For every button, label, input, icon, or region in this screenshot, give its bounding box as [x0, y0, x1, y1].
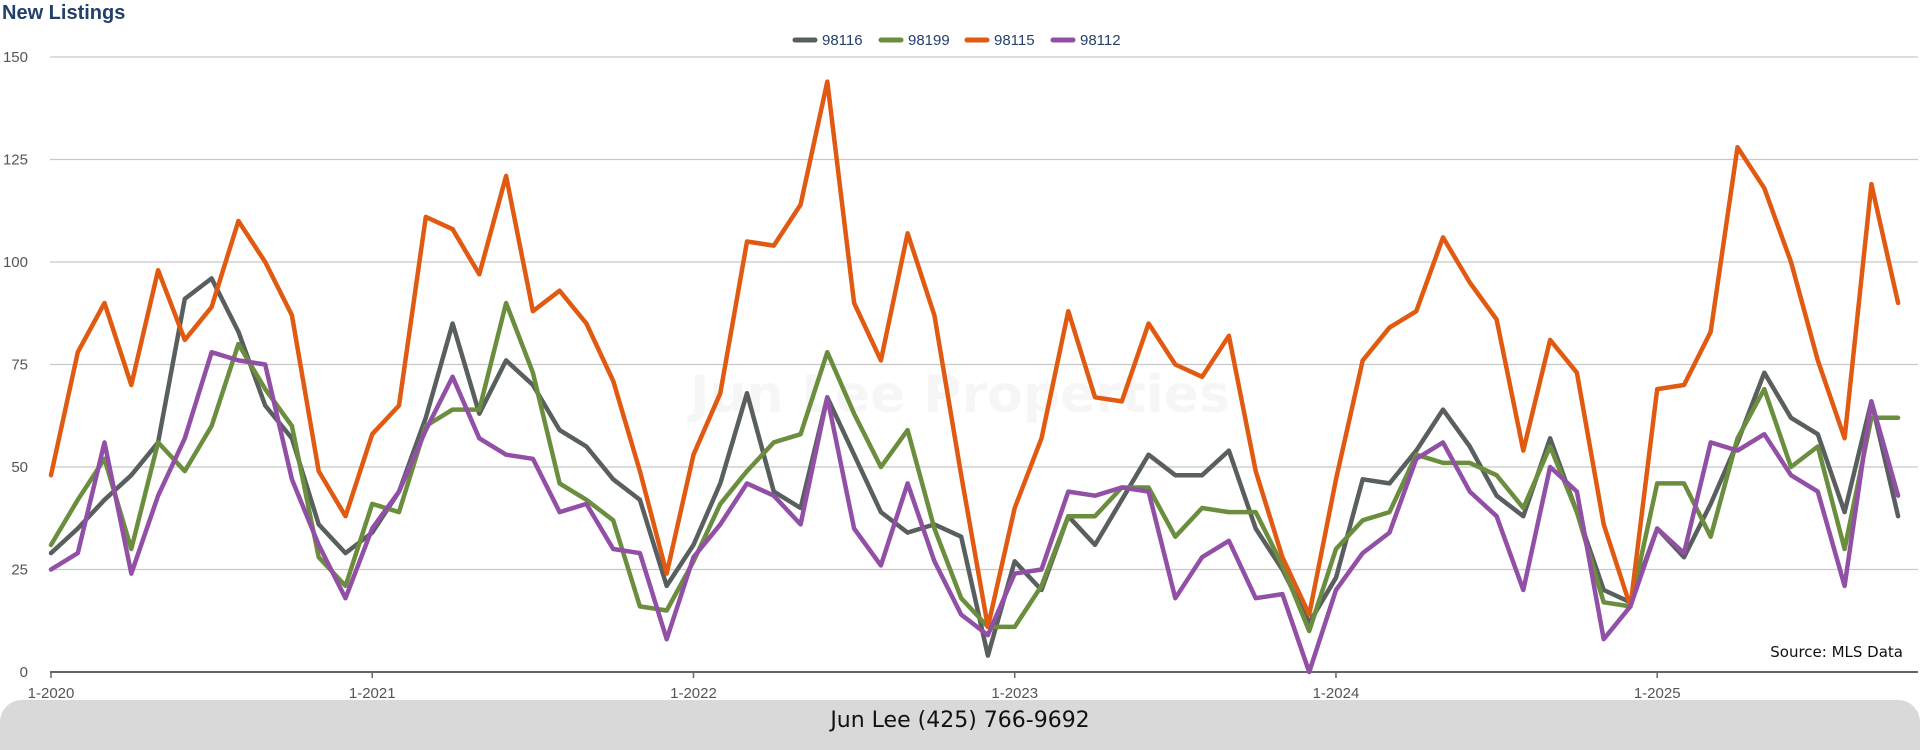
x-tick-label: 1-2023: [991, 685, 1038, 700]
line-chart: Jun Lee Properties 0 25 50 75 100 125 150 1-202…: [3, 32, 1918, 700]
x-tick-label: 1-2020: [28, 685, 75, 700]
legend-label-98199: 98199: [908, 32, 950, 49]
footer-bar: Jun Lee (425) 766-9692: [0, 700, 1920, 750]
legend-label-98116: 98116: [822, 32, 863, 49]
x-tick-label: 1-2021: [349, 685, 396, 700]
axes: 0 25 50 75 100 125 150 1-2020 1-2021 1-2022 1-2023…: [3, 49, 1681, 700]
x-tick-label: 1-2022: [670, 685, 717, 700]
series-line-98115: [48, 79, 1901, 630]
legend: 98116 98199 98115 98112: [792, 32, 1121, 49]
y-tick-label: 0: [20, 664, 28, 681]
legend-label-98112: 98112: [1080, 32, 1121, 49]
watermark-text: Jun Lee Properties: [687, 365, 1230, 425]
y-tick-label: 25: [11, 562, 28, 579]
source-note: Source: MLS Data: [1770, 643, 1903, 661]
y-tick-label: 100: [3, 254, 28, 271]
y-tick-label: 125: [3, 152, 28, 169]
series-line-98112: [48, 349, 1901, 675]
y-tick-label: 50: [11, 459, 28, 476]
grid-lines: [50, 56, 1918, 673]
legend-label-98115: 98115: [994, 32, 1035, 49]
chart-title: New Listings: [2, 2, 126, 24]
y-tick-label: 75: [11, 357, 28, 374]
y-tick-label: 150: [3, 49, 28, 66]
series-lines: [48, 79, 1901, 675]
x-tick-label: 1-2025: [1634, 685, 1681, 700]
x-tick-label: 1-2024: [1313, 685, 1360, 700]
agent-contact: Jun Lee (425) 766-9692: [830, 708, 1090, 733]
